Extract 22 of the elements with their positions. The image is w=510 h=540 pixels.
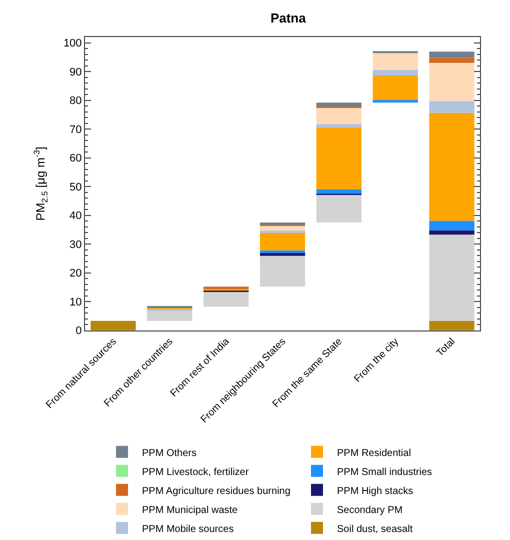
legend-label: PPM Others [142, 448, 196, 459]
legend-label: PPM Small industries [337, 466, 432, 478]
y-tick-label: 100 [63, 38, 82, 50]
legend-label: PPM High stacks [337, 486, 414, 497]
legend-label: Soil dust, seasalt [337, 524, 413, 535]
y-tick-label: 60 [70, 152, 82, 165]
y-tick-label: 30 [70, 238, 82, 251]
chart-title: Patna [270, 10, 307, 26]
y-tick-label: 50 [70, 181, 82, 194]
legend-label: PPM Livestock, fertilizer [142, 466, 250, 478]
legend-label: PPM Municipal waste [142, 504, 238, 516]
y-tick-label: 20 [70, 268, 82, 280]
y-tick-label: 90 [70, 66, 82, 78]
y-tick-label: 10 [70, 296, 82, 308]
y-tick-label: 40 [70, 210, 82, 222]
y-tick-label: 80 [70, 95, 82, 108]
y-tick-label: 0 [76, 325, 82, 338]
legend-label: PPM Residential [337, 448, 411, 459]
legend-label: PPM Agriculture residues burning [142, 486, 290, 497]
y-tick-label: 70 [70, 124, 82, 136]
legend-label: PPM Mobile sources [142, 524, 234, 535]
legend-label: Secondary PM [337, 504, 403, 516]
